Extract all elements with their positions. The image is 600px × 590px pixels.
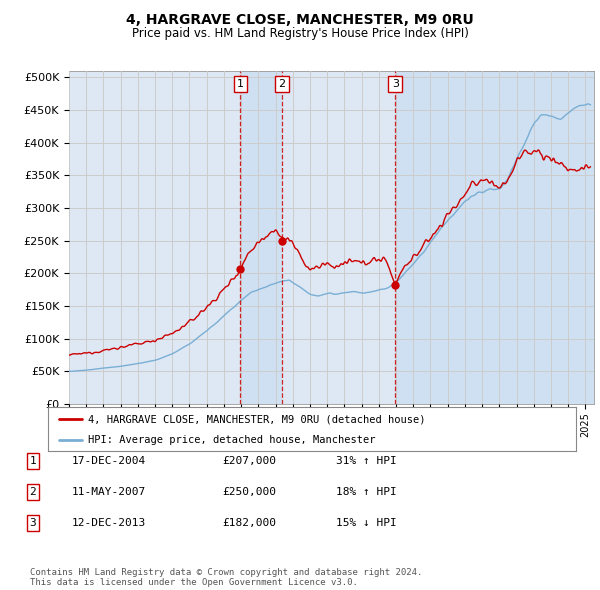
- Text: 3: 3: [392, 79, 398, 89]
- Text: 2: 2: [29, 487, 37, 497]
- Text: 11-MAY-2007: 11-MAY-2007: [72, 487, 146, 497]
- Text: £207,000: £207,000: [222, 457, 276, 466]
- Text: 1: 1: [29, 457, 37, 466]
- Text: 3: 3: [29, 518, 37, 527]
- Bar: [241, 71, 282, 404]
- Text: 12-DEC-2013: 12-DEC-2013: [72, 518, 146, 527]
- Text: 1: 1: [237, 79, 244, 89]
- Text: 2: 2: [278, 79, 286, 89]
- Text: 4, HARGRAVE CLOSE, MANCHESTER, M9 0RU: 4, HARGRAVE CLOSE, MANCHESTER, M9 0RU: [126, 13, 474, 27]
- Text: Contains HM Land Registry data © Crown copyright and database right 2024.
This d: Contains HM Land Registry data © Crown c…: [30, 568, 422, 587]
- Text: 31% ↑ HPI: 31% ↑ HPI: [336, 457, 397, 466]
- Text: 18% ↑ HPI: 18% ↑ HPI: [336, 487, 397, 497]
- Text: HPI: Average price, detached house, Manchester: HPI: Average price, detached house, Manc…: [88, 435, 375, 445]
- Text: Price paid vs. HM Land Registry's House Price Index (HPI): Price paid vs. HM Land Registry's House …: [131, 27, 469, 40]
- Text: 4, HARGRAVE CLOSE, MANCHESTER, M9 0RU (detached house): 4, HARGRAVE CLOSE, MANCHESTER, M9 0RU (d…: [88, 415, 425, 424]
- Text: £182,000: £182,000: [222, 518, 276, 527]
- Bar: [395, 71, 594, 404]
- Text: 15% ↓ HPI: 15% ↓ HPI: [336, 518, 397, 527]
- Text: 17-DEC-2004: 17-DEC-2004: [72, 457, 146, 466]
- Text: £250,000: £250,000: [222, 487, 276, 497]
